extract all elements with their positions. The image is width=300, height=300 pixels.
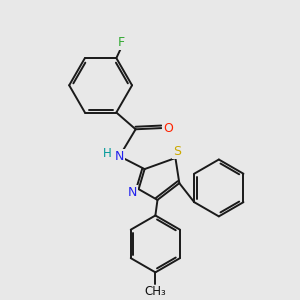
Text: N: N [115, 150, 124, 163]
Text: F: F [117, 36, 124, 49]
Text: H: H [103, 147, 111, 160]
Text: CH₃: CH₃ [145, 285, 166, 298]
Text: N: N [128, 186, 137, 199]
Text: S: S [173, 145, 181, 158]
Text: O: O [163, 122, 173, 135]
